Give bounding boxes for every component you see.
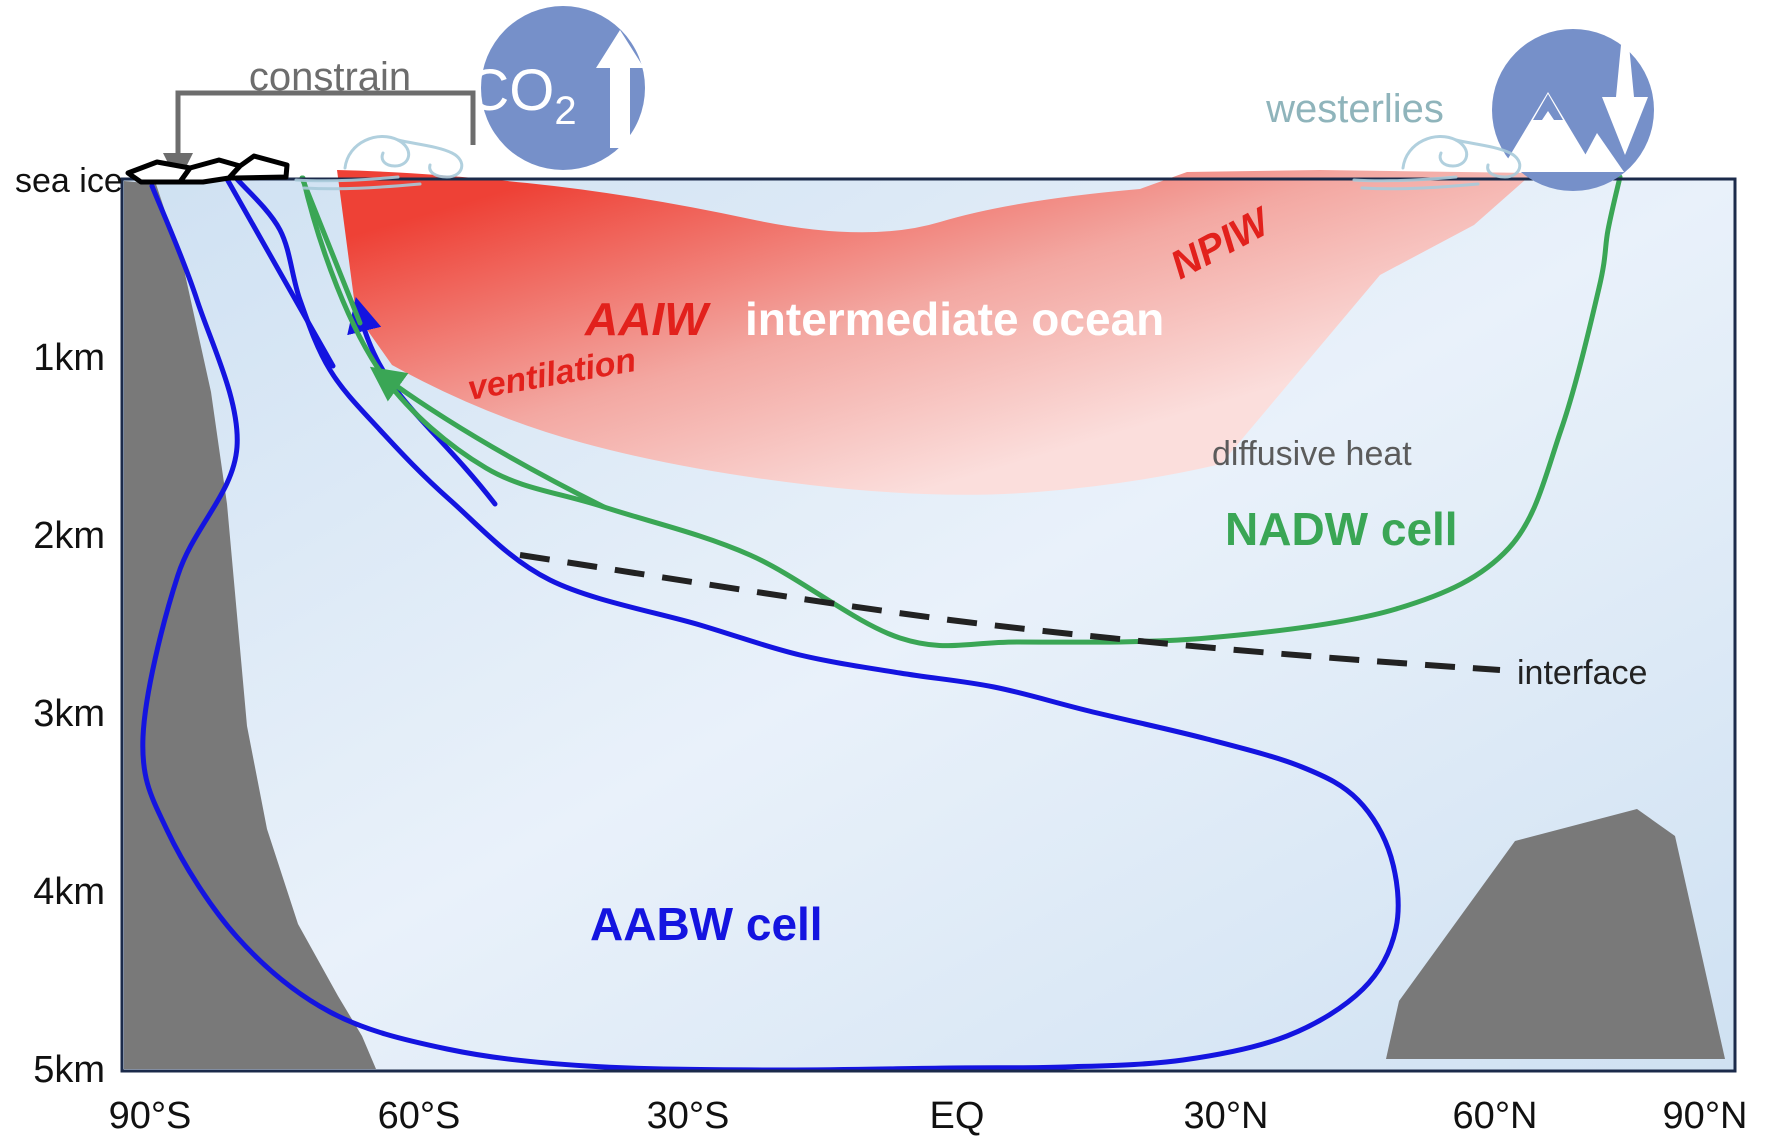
svg-text:2km: 2km: [33, 515, 105, 557]
svg-text:60°N: 60°N: [1453, 1095, 1538, 1137]
svg-text:90°S: 90°S: [109, 1095, 192, 1137]
svg-text:intermediate ocean: intermediate ocean: [745, 293, 1164, 345]
svg-text:30°S: 30°S: [647, 1095, 730, 1137]
svg-text:3km: 3km: [33, 693, 105, 735]
svg-text:60°S: 60°S: [378, 1095, 461, 1137]
svg-text:4km: 4km: [33, 871, 105, 913]
svg-text:diffusive heat: diffusive heat: [1212, 435, 1412, 473]
svg-text:interface: interface: [1517, 654, 1647, 692]
svg-text:30°N: 30°N: [1184, 1095, 1269, 1137]
svg-text:5km: 5km: [33, 1049, 105, 1091]
svg-text:90°N: 90°N: [1663, 1095, 1748, 1137]
svg-text:sea ice: sea ice: [15, 162, 123, 200]
svg-text:EQ: EQ: [930, 1095, 985, 1137]
svg-text:westerlies: westerlies: [1265, 87, 1444, 131]
svg-text:1km: 1km: [33, 337, 105, 379]
svg-text:AABW cell: AABW cell: [590, 898, 823, 950]
svg-text:NADW cell: NADW cell: [1225, 503, 1458, 555]
svg-text:AAIW: AAIW: [584, 293, 711, 345]
